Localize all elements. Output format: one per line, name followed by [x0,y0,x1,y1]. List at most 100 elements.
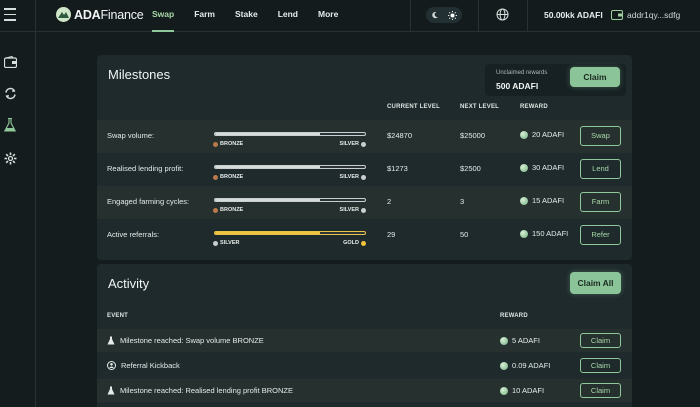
reward-value: 0.09 ADAFI [512,361,551,370]
bronze-dot-icon [213,207,218,213]
logo-text: ADAFinance [74,7,144,22]
adafi-coin-icon [520,196,528,205]
event-text: Milestone reached: Swap volume BRONZE [120,336,264,345]
tier-to: SILVER [339,207,359,213]
adafi-coin-icon [500,386,508,395]
activity-row: Milestone reached: Swap volume BRONZE 5 … [97,329,632,352]
col-activity-reward: REWARD [500,313,528,319]
tier-to: GOLD [343,240,359,246]
tier-to: SILVER [339,141,359,147]
unclaimed-value: 500 ADAFI [496,81,539,91]
unclaimed-label: Unclaimed rewards [496,70,548,76]
sidebar-border [35,0,36,407]
unclaimed-rewards-box: Unclaimed rewards 500 ADAFI Claim [485,64,626,96]
adafi-coin-icon [500,361,508,370]
milestone-label: Realised lending profit: [107,164,184,173]
milestones-card: Milestones Unclaimed rewards 500 ADAFI C… [97,55,632,260]
current-level-value: 29 [387,230,396,239]
wallet-balance: 50.00kk ADAFI [544,10,603,20]
next-level-value: 3 [460,197,465,206]
progress-bar: BRONZE SILVER [97,161,632,183]
next-level-value: 50 [460,230,469,239]
progress-bar: BRONZE SILVER [97,194,632,216]
claim-button[interactable]: Claim [580,333,621,348]
tier-from: BRONZE [220,174,244,180]
event-text: Referral Kickback [121,361,180,370]
current-level-value: 2 [387,197,392,206]
theme-toggle[interactable] [426,7,462,23]
logo-mark-icon [56,7,71,22]
lend-action-button[interactable]: Lend [580,159,621,179]
reward-value: 10 ADAFI [512,386,545,395]
nav-more[interactable]: More [318,9,339,19]
progress-bar: BRONZE SILVER [97,128,632,150]
progress-fill [215,199,320,201]
nav-farm[interactable]: Farm [194,9,215,19]
silver-dot-icon [361,207,366,213]
milestone-label: Active referrals: [107,230,160,239]
divider [410,0,411,32]
milestone-label: Engaged farming cycles: [107,197,190,206]
next-level-value: $2500 [460,164,481,173]
tier-from: SILVER [220,240,240,246]
silver-dot-icon [361,141,366,147]
wallet-icon[interactable] [611,9,623,20]
menu-icon[interactable] [4,8,16,22]
silver-dot-icon [213,240,218,246]
progress-bar: SILVER GOLD [97,227,632,249]
milestone-row: Active referrals: SILVER GOLD 29 50 150 … [97,219,632,252]
flask-icon [107,336,115,345]
progress-fill [215,133,320,135]
globe-icon[interactable] [496,8,509,21]
adafi-coin-icon [520,229,528,238]
claim-button[interactable]: Claim [580,383,621,398]
wallet-icon[interactable] [4,56,17,68]
referral-icon [107,361,116,370]
milestones-title: Milestones [108,67,171,82]
nav-swap[interactable]: Swap [152,0,175,32]
nav-stake[interactable]: Stake [235,9,258,19]
milestone-row: Swap volume: BRONZE SILVER $24870 $25000… [97,120,632,153]
tier-from: BRONZE [220,141,244,147]
flask-icon [107,386,115,395]
farm-action-button[interactable]: Farm [580,192,621,212]
event-text: Milestone reached: Realised lending prof… [120,386,294,395]
adafi-coin-icon [520,130,528,139]
main-nav: Swap Farm Stake Lend More [152,0,358,32]
gear-icon[interactable] [4,152,17,165]
refer-action-button[interactable]: Refer [580,225,621,245]
divider [478,0,479,32]
top-bar: ADAFinance Swap Farm Stake Lend More 50.… [0,0,700,32]
silver-dot-icon [361,174,366,180]
divider [527,0,528,32]
current-level-value: $24870 [387,131,413,140]
gold-dot-icon [361,240,366,246]
tier-to: SILVER [339,174,359,180]
swap-icon[interactable] [4,87,17,100]
claim-button[interactable]: Claim [580,358,621,373]
claim-all-button[interactable]: Claim All [570,272,621,294]
reward-value: 5 ADAFI [512,336,540,345]
current-level-value: $1273 [387,164,408,173]
swap-action-button[interactable]: Swap [580,126,621,146]
moon-icon [432,11,438,19]
app-logo[interactable]: ADAFinance [56,7,144,22]
adafi-coin-icon [520,163,528,172]
activity-title: Activity [108,276,150,291]
progress-fill [215,232,320,234]
tier-from: BRONZE [220,207,244,213]
reward-value: 15 ADAFI [532,196,565,205]
milestone-label: Swap volume: [107,131,155,140]
claim-rewards-button[interactable]: Claim [570,67,620,87]
progress-fill [215,166,320,168]
milestone-row: Engaged farming cycles: BRONZE SILVER 2 … [97,186,632,219]
reward-value: 30 ADAFI [532,163,565,172]
milestone-row: Realised lending profit: BRONZE SILVER $… [97,153,632,186]
sun-icon [448,10,458,20]
wallet-address[interactable]: addr1qy...sdfg [627,10,681,20]
flask-icon[interactable] [4,118,16,132]
col-reward: REWARD [520,104,548,110]
bronze-dot-icon [213,141,218,147]
bronze-dot-icon [213,174,218,180]
nav-lend[interactable]: Lend [277,9,298,19]
